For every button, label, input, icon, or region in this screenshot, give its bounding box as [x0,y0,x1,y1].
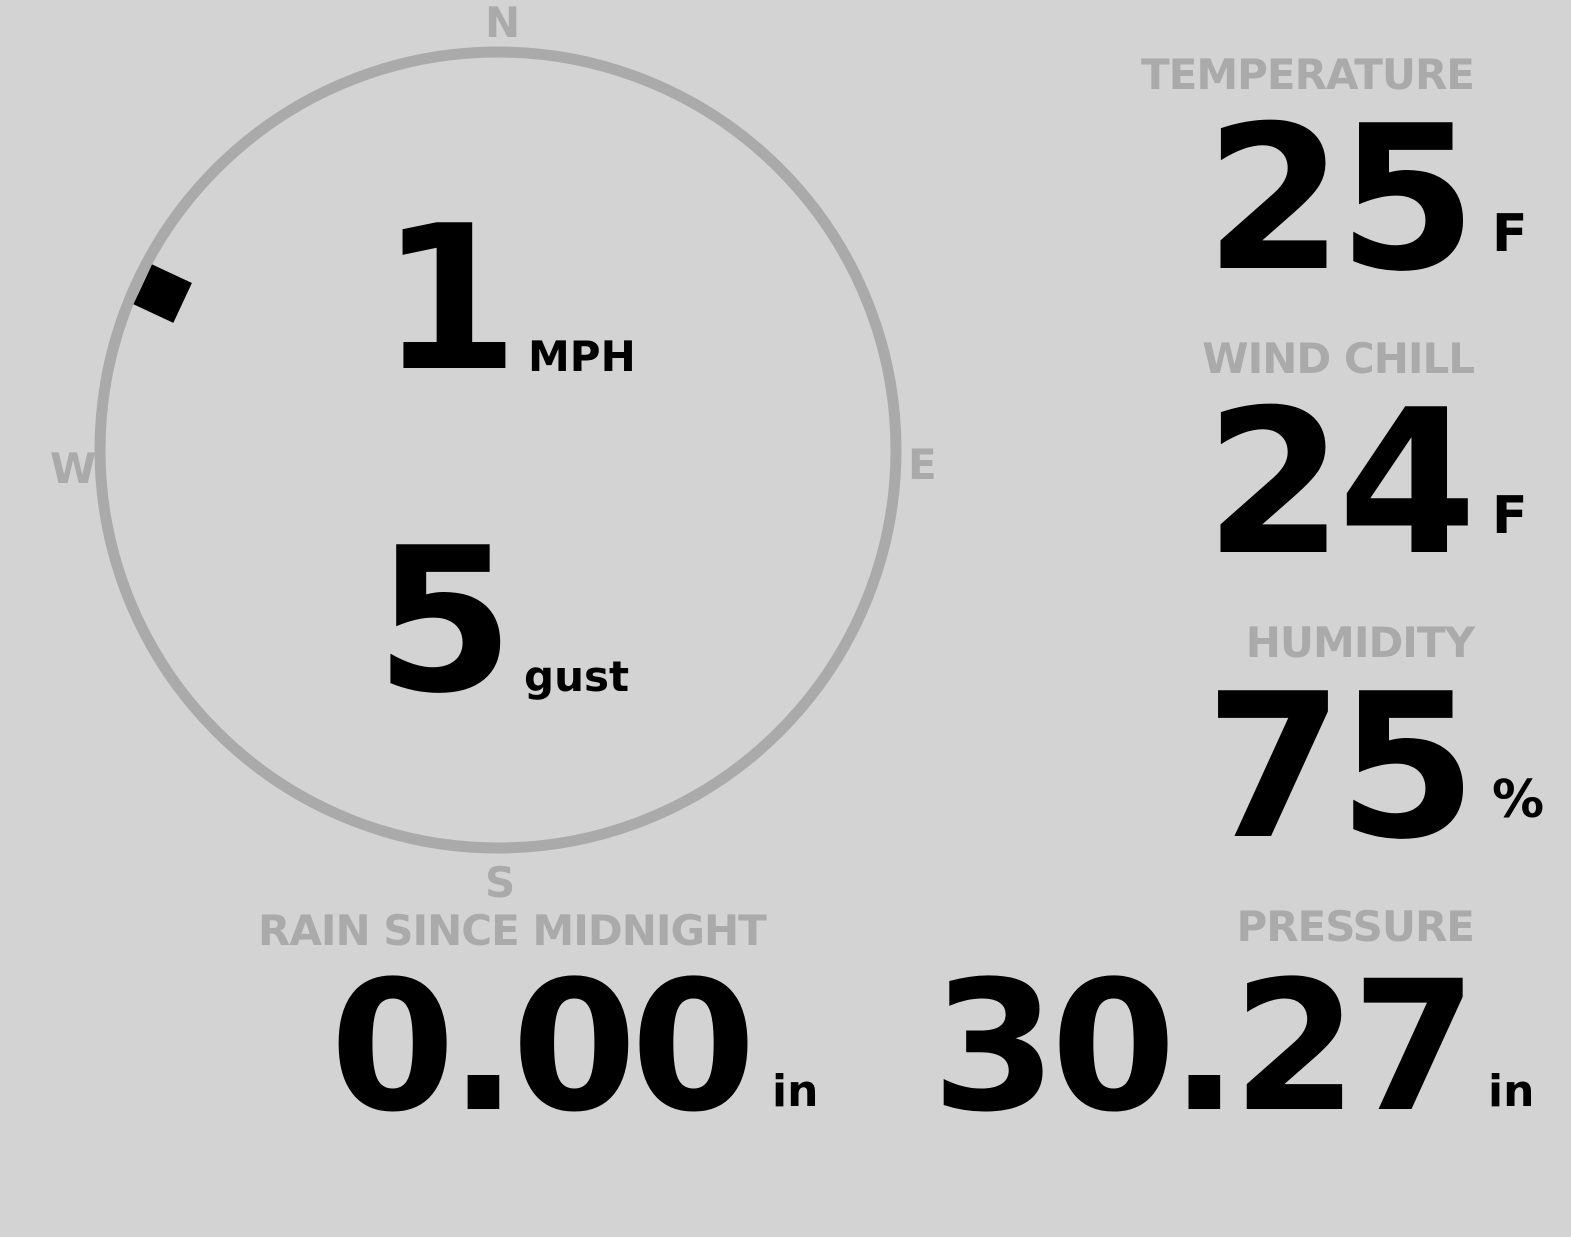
rain-unit: in [772,1066,819,1117]
compass-ring [94,46,902,854]
humidity-value: 75 [1204,651,1477,884]
wind-speed-value: 1 [380,183,519,416]
gust-unit: gust [524,652,630,701]
wind-chill-value: 24 [1204,367,1477,600]
wind-speed-unit: MPH [528,332,636,381]
compass-north: N [485,0,521,47]
temperature-value: 25 [1204,83,1477,316]
wind-direction-marker [133,264,192,323]
pressure-unit: in [1488,1066,1535,1117]
wind-chill-label: WIND CHILL [1202,334,1475,383]
humidity-label: HUMIDITY [1245,618,1475,667]
rain-value: 0.00 [330,943,756,1152]
wind-chill-unit: F [1492,486,1528,546]
gust-value: 5 [375,505,514,738]
rain-label: RAIN SINCE MIDNIGHT [258,906,767,955]
compass-west: W [50,444,97,493]
temperature-unit: F [1492,204,1528,264]
pressure-value: 30.27 [931,943,1477,1152]
compass-south: S [485,858,516,907]
compass-east: E [908,440,937,489]
pressure-label: PRESSURE [1236,902,1475,951]
temperature-label: TEMPERATURE [1141,50,1475,99]
humidity-unit: % [1492,770,1545,830]
compass-dial [94,46,902,854]
